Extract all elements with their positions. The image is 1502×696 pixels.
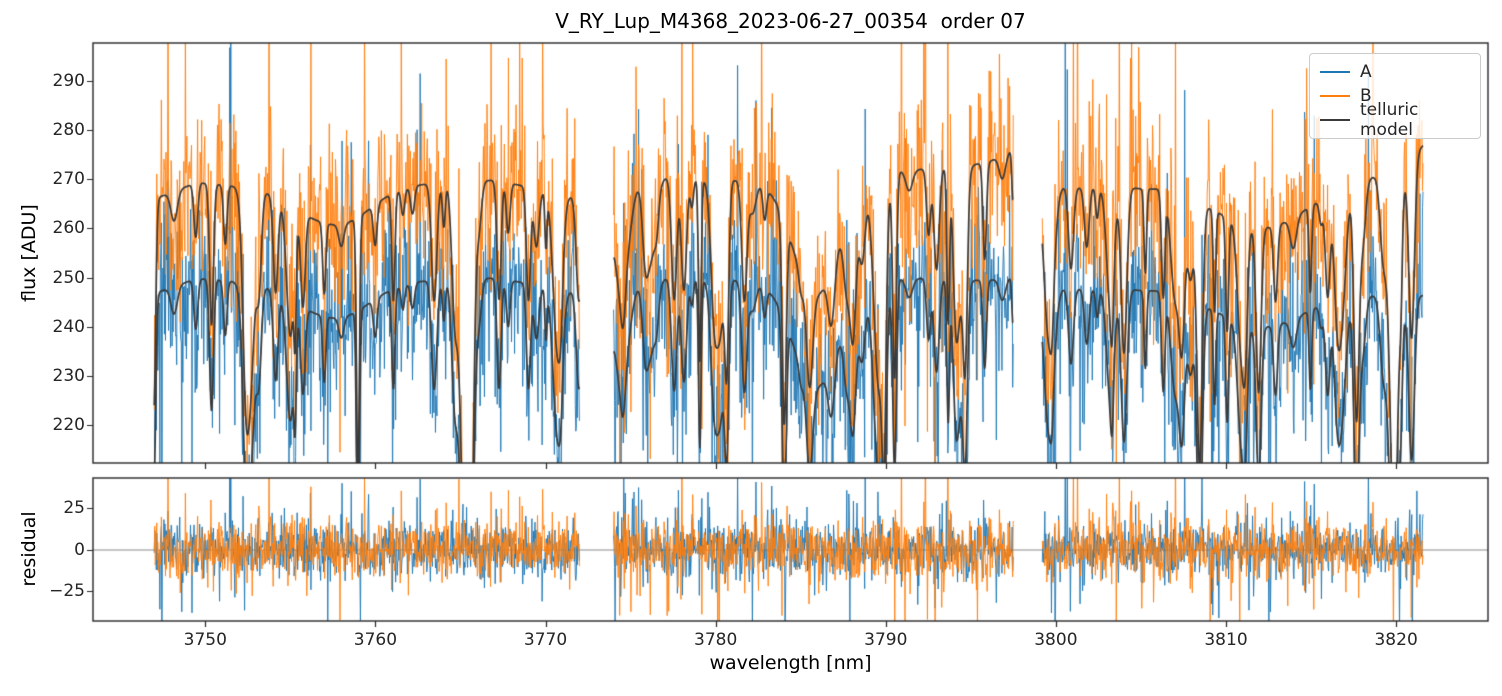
flux-tick-label: 250 [52,267,85,288]
legend-line-telluric-swatch [1320,118,1350,122]
x-tick-label: 3790 [864,630,908,650]
legend-line-a-swatch [1320,70,1350,74]
legend: A B telluric model [1309,53,1481,140]
x-tick-label: 3770 [523,630,568,650]
x-tick-label: 3820 [1374,630,1418,650]
legend-entry-a: A [1320,60,1470,84]
legend-entry-telluric: telluric model [1320,100,1470,140]
x-tick-label: 3780 [694,630,738,650]
legend-label-a: A [1360,62,1372,82]
plot-title: V_RY_Lup_M4368_2023-06-27_00354 order 07 [555,9,1026,33]
x-tick-label: 3810 [1204,630,1248,650]
legend-label-b: B [1360,86,1372,106]
x-tick-label: 3800 [1034,630,1078,650]
residual-tick-label: 0 [74,539,85,560]
wavelength-axis-label: wavelength [nm] [709,652,872,674]
flux-tick-label: 280 [52,120,85,141]
legend-entry-b: B [1320,84,1470,108]
flux-tick-label: 220 [52,415,85,436]
flux-tick-label: 240 [52,316,85,337]
x-tick-label: 3760 [353,630,398,650]
flux-tick-label: 230 [52,365,85,386]
legend-line-b-swatch [1320,94,1350,98]
residual-tick-label: 25 [63,497,85,518]
residual-tick-label: −25 [49,581,85,602]
flux-tick-label: 290 [52,70,85,91]
flux-tick-label: 270 [52,169,85,190]
flux-tick-label: 260 [52,218,85,239]
legend-label-telluric: telluric model [1360,100,1419,140]
x-tick-label: 3750 [183,630,227,650]
